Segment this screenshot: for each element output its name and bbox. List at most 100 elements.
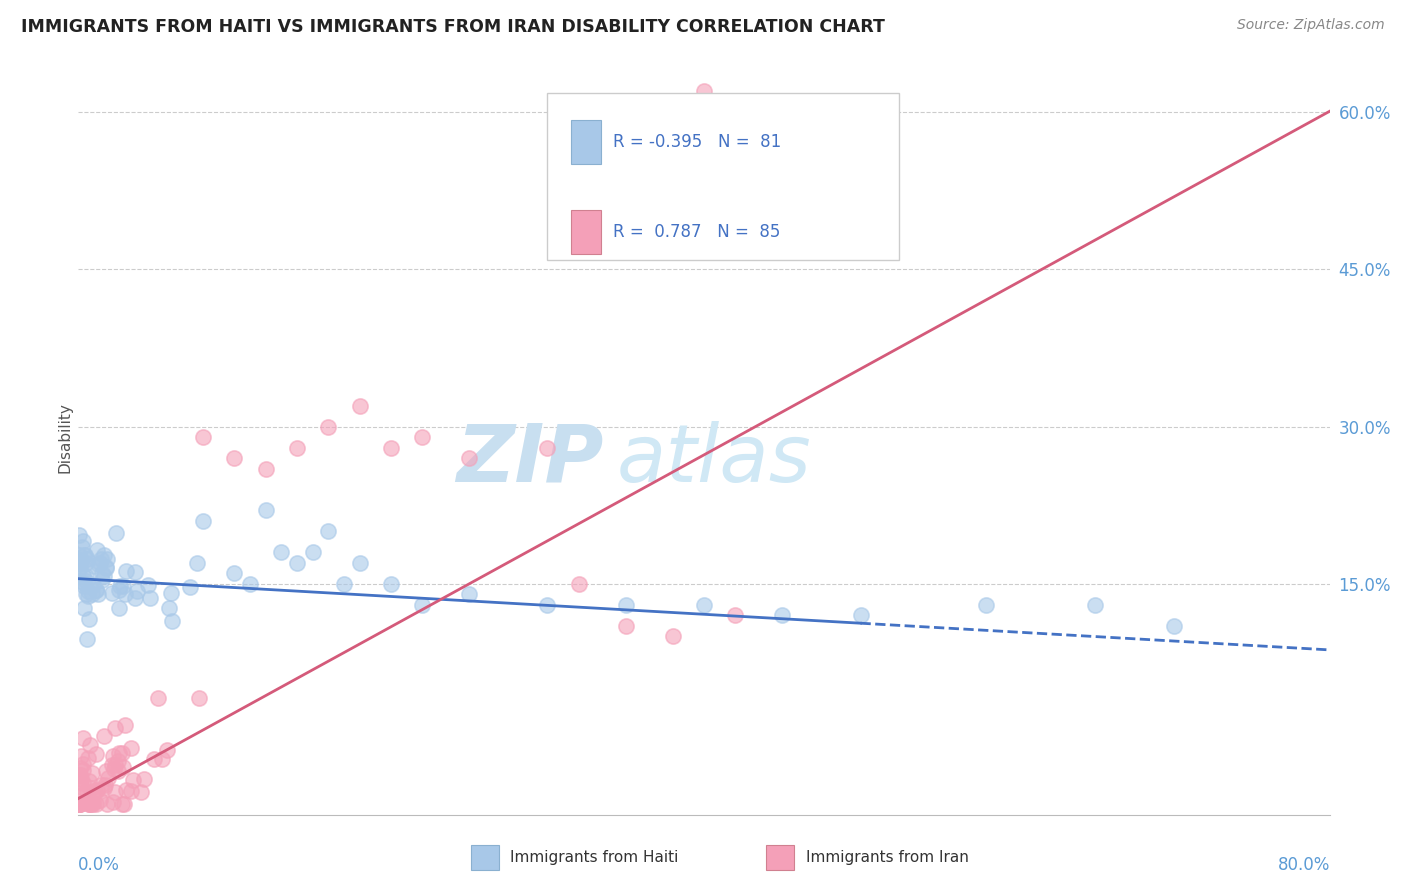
Point <box>411 598 433 612</box>
Point <box>76 632 98 647</box>
Point <box>75 556 97 570</box>
Point <box>93 548 115 562</box>
Point <box>82 577 104 591</box>
Text: R = -0.395   N =  81: R = -0.395 N = 81 <box>613 133 780 151</box>
Point <box>100 758 122 772</box>
Point <box>849 608 872 623</box>
Point <box>75 786 97 800</box>
Point <box>90 778 112 792</box>
Text: Immigrants from Haiti: Immigrants from Haiti <box>510 850 679 864</box>
Point <box>75 568 97 582</box>
Point <box>84 797 107 811</box>
Point <box>536 441 558 455</box>
Point <box>67 561 90 575</box>
Point <box>80 587 103 601</box>
Point <box>104 526 127 541</box>
Point <box>67 797 90 811</box>
Point <box>111 746 134 760</box>
Point <box>67 775 90 789</box>
Point <box>67 528 90 542</box>
Point <box>79 780 101 795</box>
Point <box>380 577 402 591</box>
Text: Immigrants from Iran: Immigrants from Iran <box>806 850 969 864</box>
Point <box>77 774 100 789</box>
Point <box>70 540 93 554</box>
Point <box>191 430 214 444</box>
Point <box>72 731 94 746</box>
Point <box>349 556 371 570</box>
Point <box>77 797 100 811</box>
Point <box>254 503 277 517</box>
Point <box>285 556 308 570</box>
Point <box>72 548 94 562</box>
Point <box>86 747 108 761</box>
Point <box>120 740 142 755</box>
Point <box>614 598 637 612</box>
Point <box>157 601 180 615</box>
Point <box>974 598 997 612</box>
Point <box>79 797 101 811</box>
Point <box>100 586 122 600</box>
Point <box>111 797 134 811</box>
Point <box>72 601 94 615</box>
Point <box>91 566 114 580</box>
Point <box>76 590 98 604</box>
Point <box>349 399 371 413</box>
Point <box>134 772 156 787</box>
Point <box>90 551 112 566</box>
Point <box>108 747 131 761</box>
Point <box>112 579 135 593</box>
Point <box>270 545 292 559</box>
Point <box>79 797 101 811</box>
Point <box>693 84 716 98</box>
Point <box>72 533 94 548</box>
Point <box>114 587 136 601</box>
Point <box>82 797 104 811</box>
Point <box>83 784 105 798</box>
Point <box>67 797 90 811</box>
Point <box>76 784 98 798</box>
Point <box>86 582 108 597</box>
Point <box>114 564 136 578</box>
Point <box>94 561 117 575</box>
Point <box>224 566 246 581</box>
Point <box>93 568 115 582</box>
Point <box>94 764 117 779</box>
Point <box>70 780 93 795</box>
Point <box>536 598 558 612</box>
Point <box>93 729 115 743</box>
Point <box>67 797 90 811</box>
Point <box>188 691 211 706</box>
Point <box>568 577 591 591</box>
Point <box>156 742 179 756</box>
Point <box>73 576 96 591</box>
Point <box>179 580 201 594</box>
Point <box>69 574 91 588</box>
Point <box>94 560 117 574</box>
Point <box>458 587 481 601</box>
Point <box>254 461 277 475</box>
Text: atlas: atlas <box>616 421 811 499</box>
Point <box>87 587 110 601</box>
Point <box>186 556 208 570</box>
Point <box>107 601 129 615</box>
Point <box>138 578 160 592</box>
Point <box>83 558 105 573</box>
Text: 0.0%: 0.0% <box>77 856 120 874</box>
Point <box>104 721 127 735</box>
Point <box>107 754 129 768</box>
Point <box>69 762 91 776</box>
Point <box>96 771 118 785</box>
Point <box>93 778 115 792</box>
Point <box>114 783 136 797</box>
Point <box>86 783 108 797</box>
Point <box>76 551 98 566</box>
Point <box>239 577 262 591</box>
Point <box>160 614 183 628</box>
Point <box>67 797 90 811</box>
Point <box>93 780 115 795</box>
Point <box>77 750 100 764</box>
Point <box>150 752 173 766</box>
Point <box>108 583 131 598</box>
Point <box>104 757 127 772</box>
